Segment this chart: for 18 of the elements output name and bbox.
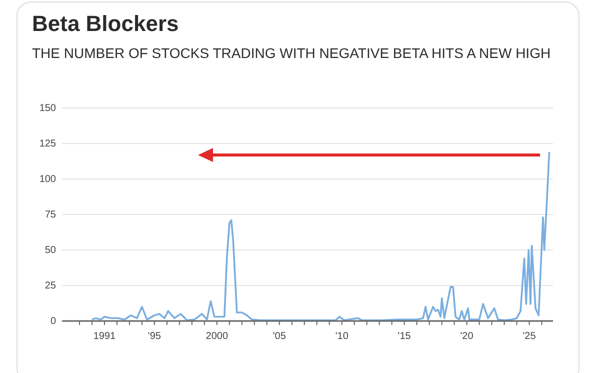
y-tick-label: 100 [39, 174, 56, 186]
x-tick-label: '10 [335, 331, 349, 342]
x-tick-label: '25 [522, 331, 536, 342]
x-tick-label: 2000 [206, 331, 228, 342]
x-tick-label: '15 [398, 331, 412, 342]
chart-subtitle: THE NUMBER OF STOCKS TRADING WITH NEGATIVE BETA HITS A NEW HIGH [32, 45, 551, 61]
line-series [91, 151, 550, 322]
x-tick-label: '05 [272, 331, 286, 342]
y-tick-label: 150 [39, 103, 56, 114]
x-tick-label: 1991 [93, 331, 116, 342]
y-tick-label: 25 [44, 280, 56, 292]
x-tick-label: '20 [460, 331, 474, 342]
y-tick-label: 75 [44, 210, 56, 221]
y-tick-label: 125 [39, 138, 56, 150]
x-tick-label: '95 [148, 331, 162, 342]
y-tick-label: 50 [44, 245, 56, 256]
chart-title: Beta Blockers [32, 11, 179, 36]
y-tick-label: 0 [50, 316, 56, 328]
